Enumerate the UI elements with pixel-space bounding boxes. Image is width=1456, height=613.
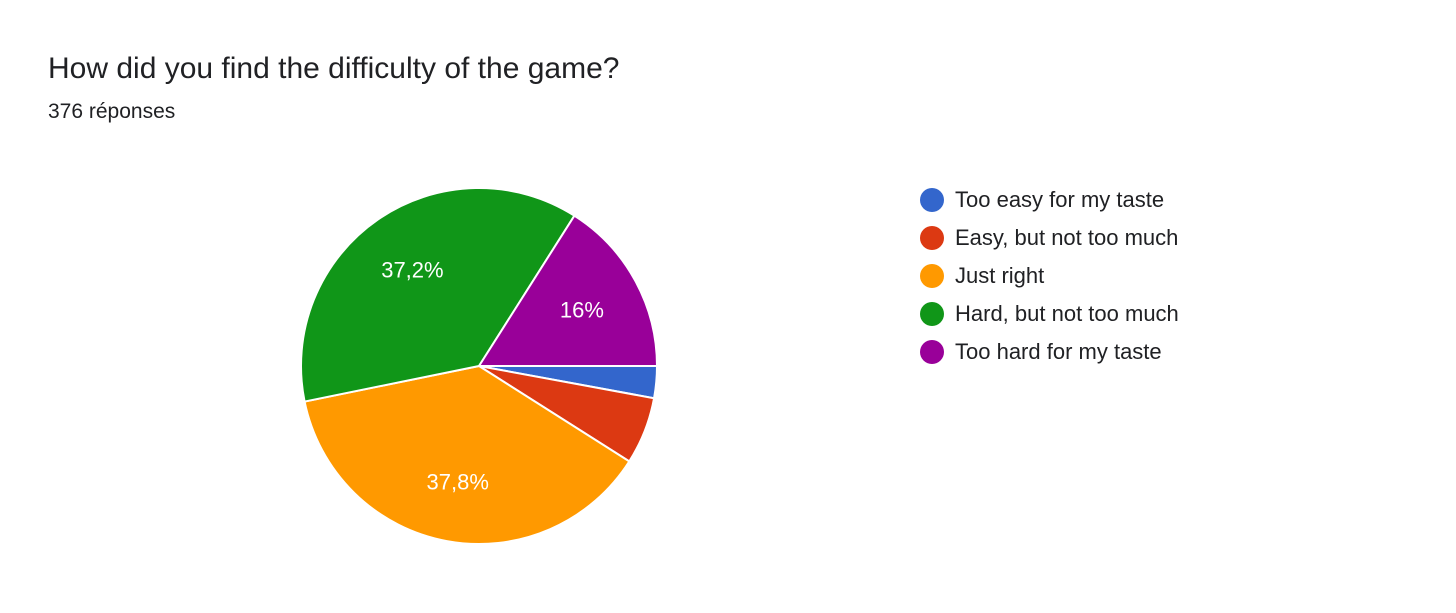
pie-slice-value-label: 16% [560,297,604,322]
pie-slice-too-hard-for-my-taste[interactable] [477,214,659,367]
pie-slices [300,187,659,545]
legend-label: Too hard for my taste [955,339,1162,364]
legend-item: Too hard for my taste [920,333,1179,371]
legend-swatch-icon [920,264,944,288]
pie-slice-hard-but-not-too-much[interactable] [300,187,576,403]
legend-label: Just right [955,263,1045,288]
pie-slice-just-right[interactable] [303,364,631,545]
legend-swatch-icon [920,340,944,364]
pie-slice-value-label: 37,2% [381,257,443,282]
legend-item: Easy, but not too much [920,219,1179,257]
chart-title: How did you find the difficulty of the g… [48,52,620,85]
legend-item: Just right [920,257,1179,295]
legend-swatch-icon [920,188,944,212]
legend-item: Hard, but not too much [920,295,1179,333]
legend-swatch-icon [920,226,944,250]
pie-slice-value-label: 37,8% [427,470,489,495]
legend-swatch-icon [920,302,944,326]
chart-legend: Too easy for my taste Easy, but not too m… [920,181,1179,371]
pie-slice-labels: 37,8% 37,2% 16% [381,257,604,494]
legend-label: Easy, but not too much [955,225,1179,250]
legend-label: Hard, but not too much [955,301,1179,326]
legend-item: Too easy for my taste [920,181,1179,219]
response-count: 376 réponses [48,100,176,123]
legend-label: Too easy for my taste [955,187,1165,212]
